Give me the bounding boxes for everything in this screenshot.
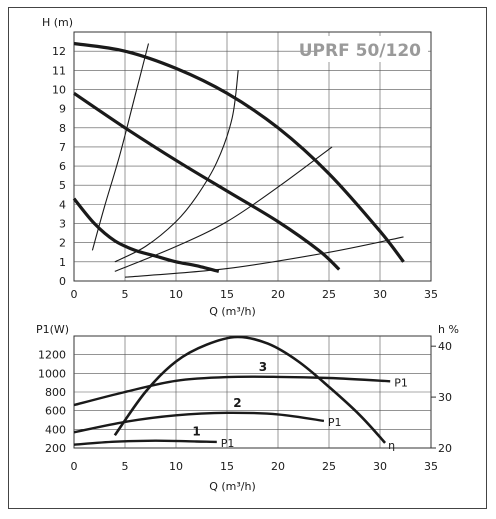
power-x-tick-label: 35 xyxy=(424,460,438,473)
power-x-tick-label: 25 xyxy=(322,460,336,473)
system-curve-line xyxy=(114,146,333,272)
efficiency-y-tick-label: 40 xyxy=(438,340,452,353)
system-curve-line xyxy=(124,236,404,278)
efficiency-y-tick-label: 20 xyxy=(438,442,452,455)
chart-title: UPRF 50/120 xyxy=(299,41,421,61)
power-y-tick-label: 1000 xyxy=(38,367,66,380)
pump-speed-1-curve xyxy=(72,197,220,273)
power-y-tick-label: 600 xyxy=(45,405,66,418)
head-y-tick-label: 8 xyxy=(59,122,66,135)
power-speed-1-curve xyxy=(73,439,217,446)
power-speed-3-curve xyxy=(73,375,391,407)
power-y-tick-label: 800 xyxy=(45,386,66,399)
speed-number-label: 2 xyxy=(233,396,241,410)
head-x-tick-label: 35 xyxy=(424,288,438,301)
head-y-tick-label: 4 xyxy=(59,198,66,211)
power-x-tick-label: 5 xyxy=(122,460,129,473)
head-x-tick-label: 10 xyxy=(169,288,183,301)
efficiency-y-axis-label: h % xyxy=(438,323,459,336)
head-y-tick-label: 7 xyxy=(59,141,66,154)
power-x-tick-label: 10 xyxy=(169,460,183,473)
head-y-tick-label: 10 xyxy=(52,83,66,96)
head-x-tick-label: 20 xyxy=(271,288,285,301)
system-curve-line xyxy=(114,70,239,263)
efficiency-curve-label: η xyxy=(388,439,395,452)
power-chart: 0 5 10 15 20 25 30 35 200 400 600 800 1000 1200 20 30 40… xyxy=(36,323,459,493)
head-y-tick-label: 2 xyxy=(59,237,66,250)
power-x-tick-label: 15 xyxy=(220,460,234,473)
speed-number-label: 1 xyxy=(192,424,200,438)
head-y-tick-label: 0 xyxy=(59,275,66,288)
power-x-axis-label: Q (m³/h) xyxy=(209,480,256,493)
power-x-tick-label: 30 xyxy=(373,460,387,473)
head-x-tick-label: 30 xyxy=(373,288,387,301)
title-box xyxy=(316,36,428,62)
power-curve-label: P1 xyxy=(394,376,408,389)
head-y-axis-label: H (m) xyxy=(42,16,73,29)
head-x-tick-label: 25 xyxy=(322,288,336,301)
head-y-tick-label: 3 xyxy=(59,218,66,231)
speed-number-label: 3 xyxy=(259,360,267,374)
head-x-axis-label: Q (m³/h) xyxy=(209,305,256,318)
power-y-tick-label: 1200 xyxy=(38,349,66,362)
head-x-tick-label: 0 xyxy=(71,288,78,301)
efficiency-y-tick-label: 30 xyxy=(438,391,452,404)
head-plot-area xyxy=(73,31,432,282)
power-speed-2-curve xyxy=(73,411,325,434)
head-x-tick-label: 15 xyxy=(220,288,234,301)
head-y-tick-label: 1 xyxy=(59,256,66,269)
power-curve-label: P1 xyxy=(221,437,235,450)
efficiency-curve xyxy=(113,335,387,444)
power-x-tick-label: 0 xyxy=(71,460,78,473)
system-curve-line xyxy=(91,43,150,251)
power-y-axis-label: P1(W) xyxy=(36,323,69,336)
power-curve-label: P1 xyxy=(328,416,342,429)
head-x-tick-label: 5 xyxy=(122,288,129,301)
pump-speed-2-curve xyxy=(73,91,341,271)
head-y-tick-label: 5 xyxy=(59,179,66,192)
head-y-tick-label: 9 xyxy=(59,103,66,116)
head-y-tick-label: 12 xyxy=(52,45,66,58)
head-y-tick-label: 6 xyxy=(59,160,66,173)
pump-speed-3-curve xyxy=(73,41,405,263)
power-x-tick-label: 20 xyxy=(271,460,285,473)
power-y-tick-label: 200 xyxy=(45,442,66,455)
head-y-tick-label: 11 xyxy=(52,64,66,77)
power-y-tick-label: 400 xyxy=(45,423,66,436)
